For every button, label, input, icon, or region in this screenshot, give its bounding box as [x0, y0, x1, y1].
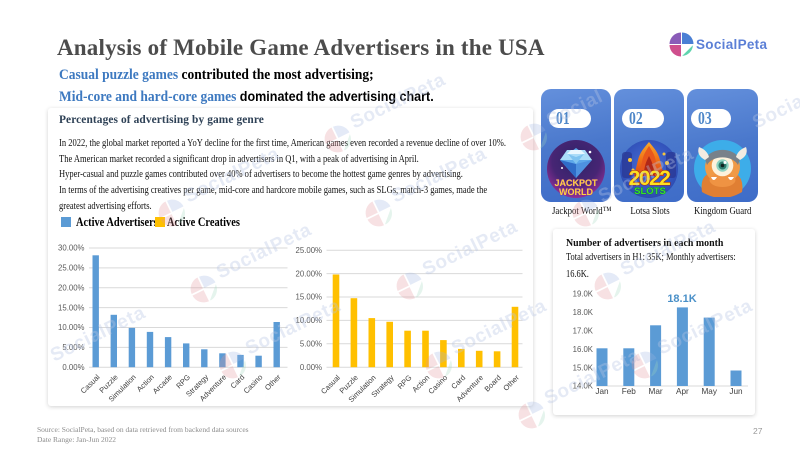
svg-text:25.00%: 25.00%	[58, 264, 85, 273]
svg-text:10.00%: 10.00%	[296, 316, 323, 325]
svg-text:Feb: Feb	[622, 387, 637, 396]
svg-text:25.00%: 25.00%	[296, 246, 323, 255]
svg-text:WORLD: WORLD	[559, 187, 593, 197]
svg-text:20.00%: 20.00%	[58, 283, 85, 292]
svg-text:5.00%: 5.00%	[300, 340, 322, 349]
svg-text:Jun: Jun	[729, 387, 743, 396]
svg-text:18.0K: 18.0K	[573, 308, 594, 317]
svg-text:May: May	[701, 387, 717, 396]
svg-text:18.1K: 18.1K	[667, 293, 696, 305]
svg-text:SLOTS: SLOTS	[634, 186, 666, 197]
svg-text:2022: 2022	[629, 167, 671, 190]
svg-text:Apr: Apr	[676, 387, 689, 396]
svg-text:JACKPOT: JACKPOT	[554, 178, 598, 188]
svg-text:17.0K: 17.0K	[573, 327, 594, 336]
svg-text:19.0K: 19.0K	[573, 290, 594, 299]
svg-text:14.0K: 14.0K	[573, 382, 594, 391]
svg-text:10.00%: 10.00%	[58, 323, 85, 332]
svg-text:Mar: Mar	[649, 387, 663, 396]
svg-text:5.00%: 5.00%	[62, 343, 84, 352]
svg-text:30.00%: 30.00%	[58, 244, 85, 253]
svg-text:16.0K: 16.0K	[573, 345, 594, 354]
svg-text:Jan: Jan	[595, 387, 609, 396]
svg-text:15.0K: 15.0K	[573, 363, 594, 372]
svg-text:0.00%: 0.00%	[62, 363, 84, 372]
svg-text:15.00%: 15.00%	[58, 303, 85, 312]
svg-text:15.00%: 15.00%	[296, 293, 323, 302]
svg-text:20.00%: 20.00%	[296, 269, 323, 278]
svg-text:0.00%: 0.00%	[300, 363, 322, 372]
